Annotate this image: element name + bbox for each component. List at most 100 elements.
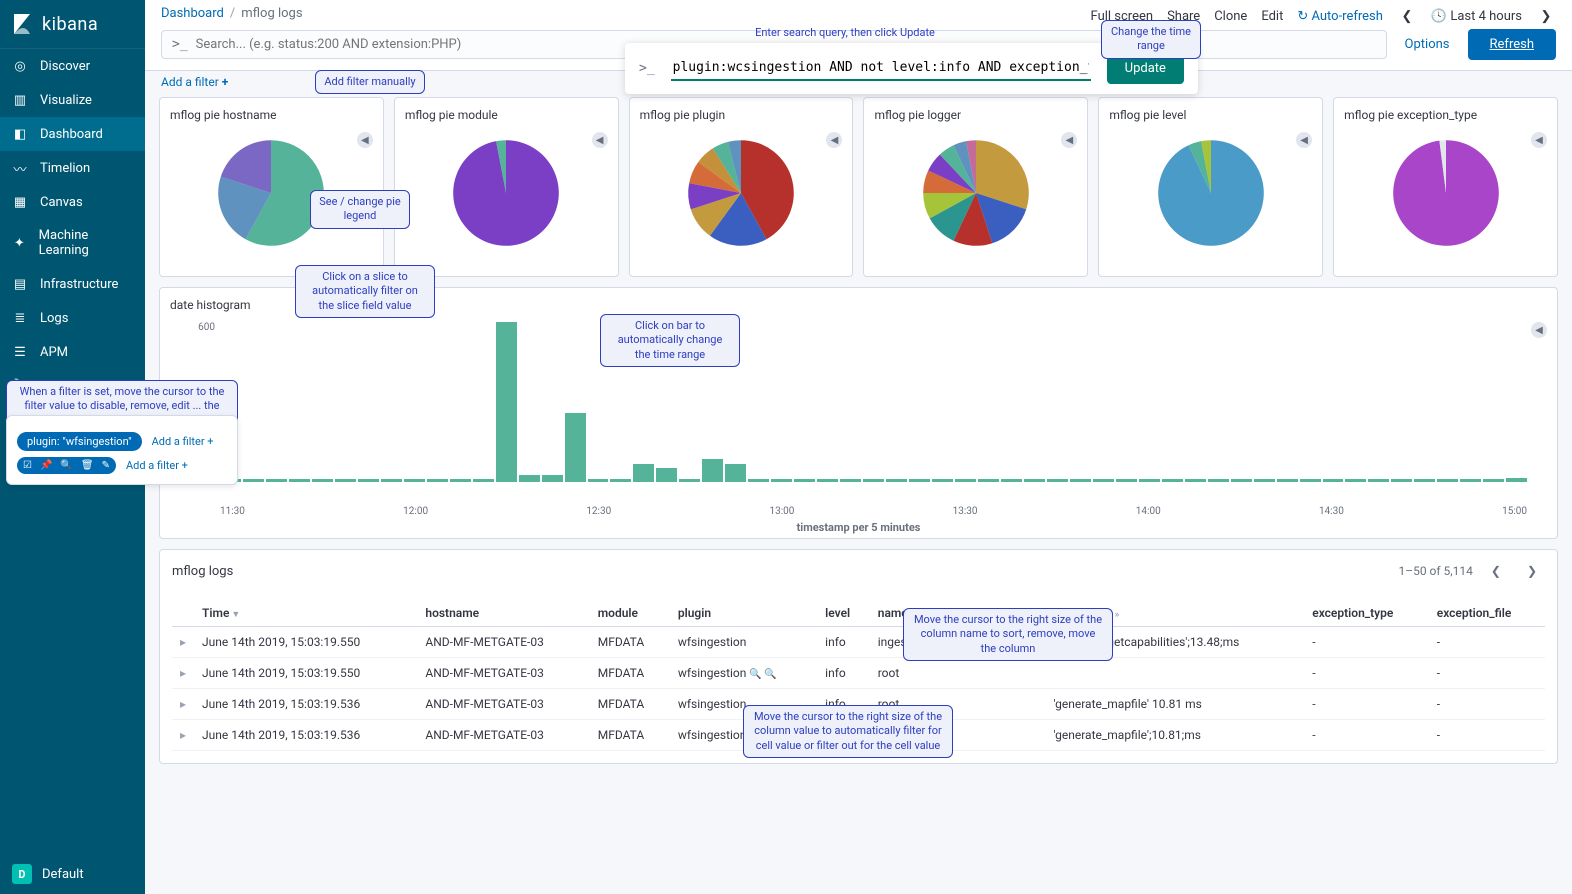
pie-chart[interactable]: [640, 128, 843, 258]
histogram-bar[interactable]: [1437, 479, 1458, 482]
table-cell[interactable]: ingestion.perf: [870, 720, 1046, 751]
pager-next-button[interactable]: ❯: [1519, 562, 1545, 580]
table-header[interactable]: module: [590, 600, 670, 627]
update-button[interactable]: Update: [1107, 53, 1184, 84]
histogram-bar[interactable]: [633, 464, 654, 482]
histogram-bar[interactable]: [1093, 479, 1114, 482]
table-cell[interactable]: info: [817, 689, 870, 720]
table-cell[interactable]: wfsingestion: [670, 720, 817, 751]
histogram-bar[interactable]: [863, 479, 884, 482]
histogram-bar[interactable]: [1391, 479, 1412, 482]
share-link[interactable]: Share: [1167, 9, 1200, 24]
histogram-bar[interactable]: [266, 479, 287, 482]
table-cell[interactable]: MFDATA: [590, 627, 670, 658]
table-cell[interactable]: root: [870, 658, 1046, 689]
histogram-bar[interactable]: [473, 479, 494, 482]
table-cell[interactable]: AND-MF-METGATE-03: [417, 720, 589, 751]
filter-check-icon[interactable]: ☑: [23, 460, 32, 471]
histogram-bar[interactable]: [1070, 479, 1091, 482]
histogram-bar[interactable]: [542, 475, 563, 482]
histogram-bars[interactable]: [220, 322, 1527, 482]
filter-add-link-1[interactable]: Add a filter +: [152, 435, 214, 448]
filter-pin-icon[interactable]: 📌: [40, 460, 52, 471]
histogram-bar[interactable]: [679, 479, 700, 482]
breadcrumb-parent[interactable]: Dashboard: [161, 6, 224, 21]
histogram-bar[interactable]: [1277, 479, 1298, 482]
table-header[interactable]: exception_file: [1429, 600, 1545, 627]
histogram-bar[interactable]: [1414, 479, 1435, 482]
table-cell[interactable]: [1045, 658, 1304, 689]
logo[interactable]: kibana: [0, 0, 145, 49]
sidebar-item-visualize[interactable]: ▥Visualize: [0, 83, 145, 117]
pie-chart[interactable]: [1344, 128, 1547, 258]
autorefresh-link[interactable]: ↻ Auto-refresh: [1297, 9, 1383, 24]
table-cell[interactable]: MFDATA: [590, 658, 670, 689]
histogram-bar[interactable]: [1300, 479, 1321, 482]
histogram-bar[interactable]: [1368, 479, 1389, 482]
pie-chart[interactable]: [170, 128, 373, 258]
table-cell[interactable]: AND-MF-METGATE-03: [417, 689, 589, 720]
sidebar-item-timelion[interactable]: 〰Timelion: [0, 151, 145, 185]
table-cell[interactable]: AND-MF-METGATE-03: [417, 627, 589, 658]
histogram-bar[interactable]: [1162, 479, 1183, 482]
histogram-bar[interactable]: [955, 479, 976, 482]
clone-link[interactable]: Clone: [1214, 9, 1247, 24]
histogram-bar[interactable]: [588, 479, 609, 482]
table-cell[interactable]: -: [1304, 627, 1428, 658]
legend-toggle-icon[interactable]: ◀: [1531, 132, 1547, 148]
histogram-chart[interactable]: 600 0: [220, 322, 1527, 502]
expand-icon[interactable]: ▸: [172, 689, 194, 720]
table-cell[interactable]: wfsingestion: [670, 689, 817, 720]
histogram-bar[interactable]: [1483, 479, 1504, 482]
filter-edit-icon[interactable]: ✎: [102, 460, 110, 471]
edit-link[interactable]: Edit: [1261, 9, 1283, 24]
histogram-bar[interactable]: [450, 479, 471, 482]
histogram-bar[interactable]: [243, 479, 264, 482]
table-header[interactable]: plugin: [670, 600, 817, 627]
table-header[interactable]: name: [870, 600, 1046, 627]
histogram-bar[interactable]: [932, 479, 953, 482]
histogram-bar[interactable]: [610, 479, 631, 482]
table-cell[interactable]: info: [817, 720, 870, 751]
pie-chart[interactable]: [1109, 128, 1312, 258]
histogram-bar[interactable]: [565, 413, 586, 482]
histogram-bar[interactable]: [358, 479, 379, 482]
histogram-bar[interactable]: [519, 475, 540, 482]
table-cell[interactable]: root: [870, 689, 1046, 720]
histogram-bar[interactable]: [1208, 479, 1229, 482]
legend-toggle-icon[interactable]: ◀: [1531, 322, 1547, 338]
sidebar-item-dashboard[interactable]: ◧Dashboard: [0, 117, 145, 151]
table-cell[interactable]: -: [1429, 689, 1545, 720]
table-cell[interactable]: -: [1304, 658, 1428, 689]
histogram-bar[interactable]: [335, 479, 356, 482]
pie-chart[interactable]: [874, 128, 1077, 258]
add-filter-link[interactable]: Add a filter +: [161, 75, 228, 89]
histogram-bar[interactable]: [817, 479, 838, 482]
histogram-bar[interactable]: [656, 468, 677, 482]
filter-zoom-icon[interactable]: 🔍: [60, 460, 72, 471]
histogram-bar[interactable]: [312, 479, 333, 482]
legend-toggle-icon[interactable]: ◀: [592, 132, 608, 148]
pie-chart[interactable]: [405, 128, 608, 258]
expand-icon[interactable]: ▸: [172, 658, 194, 689]
histogram-bar[interactable]: [794, 479, 815, 482]
table-cell[interactable]: -: [1429, 658, 1545, 689]
sidebar-footer[interactable]: D Default: [0, 854, 145, 894]
sidebar-item-dev-tools[interactable]: 🔧Dev Tools: [0, 369, 145, 403]
time-prev-button[interactable]: ❮: [1397, 6, 1417, 26]
histogram-bar[interactable]: [1323, 479, 1344, 482]
table-cell[interactable]: June 14th 2019, 15:03:19.536: [194, 689, 417, 720]
histogram-bar[interactable]: [702, 459, 723, 482]
cell-filter-icons[interactable]: 🔍 🔍: [749, 669, 776, 680]
table-header[interactable]: hostname: [417, 600, 589, 627]
refresh-button[interactable]: Refresh: [1468, 29, 1556, 60]
table-cell[interactable]: June 14th 2019, 15:03:19.536: [194, 720, 417, 751]
histogram-bar[interactable]: [404, 479, 425, 482]
table-cell[interactable]: -: [1304, 689, 1428, 720]
query-input[interactable]: [671, 56, 1091, 81]
table-cell[interactable]: June 14th 2019, 15:03:19.550: [194, 627, 417, 658]
table-header[interactable]: event^✕«»: [1045, 600, 1304, 627]
histogram-bar[interactable]: [1254, 479, 1275, 482]
expand-icon[interactable]: ▸: [172, 627, 194, 658]
table-cell[interactable]: 'generate_mapfile' 10.81 ms: [1045, 689, 1304, 720]
